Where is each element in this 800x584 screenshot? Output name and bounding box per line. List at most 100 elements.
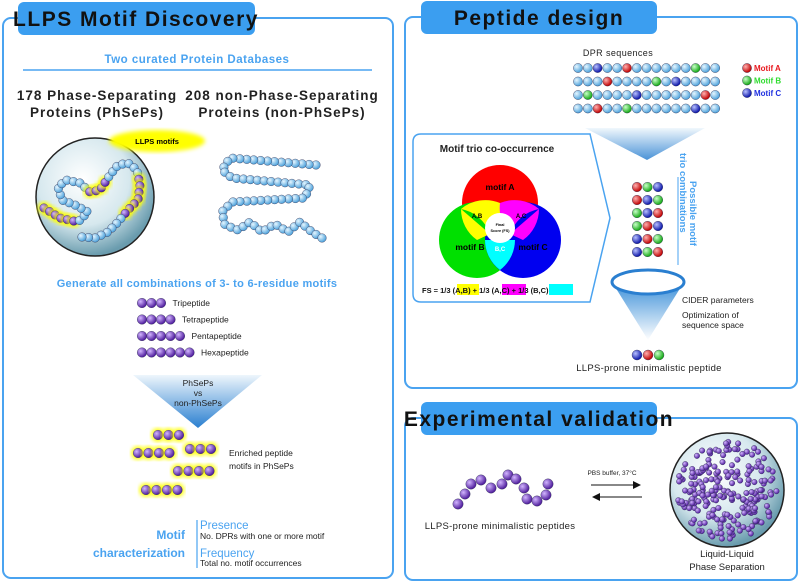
dpr-bead [651,90,662,100]
droplet-bead [720,452,727,459]
dpr-bead [661,63,672,73]
droplet-bead [739,504,746,511]
cooccurrence-title: Motif trio co-occurrence [440,144,555,155]
droplet-bead [717,492,724,499]
trio-bead [632,181,643,192]
dpr-bead [700,90,711,100]
dpr-bead [700,76,711,87]
dpr-funnel [585,128,705,160]
dpr-bead [592,90,603,100]
trio-bead [632,233,643,244]
droplet-bead [702,502,709,509]
droplet-bead [722,440,729,447]
dpr-bead [602,63,613,73]
droplet-bead [715,505,722,512]
comparison-line-1: PhSePs [183,378,214,388]
dpr-bead [681,63,691,73]
dpr-bead [583,90,593,100]
legend-dot [742,75,752,86]
trio-label: Possible motif trio combinations [677,153,698,247]
dpr-bead [710,63,721,73]
dpr-bead [622,90,632,100]
dpr-bead [573,90,583,100]
droplet-bead [702,477,709,484]
droplet-bead [747,495,754,502]
droplet-bead [682,487,689,494]
dpr-bead [622,63,632,73]
motif-bead [146,331,157,342]
droplet-peptides [675,438,780,542]
nonphseps-label-1: 208 non-Phase-Separating [185,88,379,103]
dpr-bead [612,63,623,73]
enriched-bead [163,430,174,441]
droplet-bead [745,476,752,483]
droplet-bead [714,516,721,523]
dpr-bead [583,76,593,87]
motif-bead [155,347,166,358]
dpr-bead [671,90,681,100]
droplet-bead [709,533,716,540]
cider-label: CIDER parameters [682,295,754,305]
dpr-bead [690,90,701,100]
dpr-bead [651,63,662,73]
dpr-bead [690,63,701,73]
droplet-bead [752,518,759,525]
droplet-bead [737,477,744,484]
dpr-bead [700,103,711,114]
motif-legend: Motif A Motif B Motif C [742,63,781,98]
droplet-bead [718,535,725,542]
dpr-bead [573,76,583,87]
llps-motifs-label: LLPS motifs [135,137,179,146]
legend-label: Motif C [754,89,781,98]
dpr-bead [583,63,593,73]
droplet-bead [693,452,700,459]
final-peptide-bead [631,349,643,361]
droplet-bead [717,524,724,531]
droplet-bead [702,463,709,470]
dpr-bead [690,103,701,114]
trio-bead [642,220,653,231]
dpr-bead [592,103,603,114]
venn-label-c: motif C [518,242,547,252]
motif-bead [136,347,147,358]
droplet-bead [726,535,733,542]
droplet-bead [754,448,761,455]
motif-bead [136,331,147,342]
condition-label: PBS buffer, 37°C [587,469,636,477]
dpr-bead [602,103,613,114]
optimization-label-1: Optimization of [682,310,739,320]
droplet-bead [686,505,693,512]
dpr-bead [632,90,642,100]
droplet-bead [745,526,752,533]
droplet-bead [757,487,764,494]
dpr-label: DPR sequences [583,48,653,58]
motif-length-label: Tetrapeptide [182,315,229,325]
trio-bead [653,246,664,257]
dpr-bead [651,76,662,87]
droplet-bead [719,516,726,523]
trio-bead [642,194,653,205]
dpr-bead [602,76,613,87]
droplet-bead [699,492,706,499]
enriched-bead [161,485,172,496]
venn-center-1: Final [496,223,505,227]
motif-bead [155,314,166,325]
droplet-bead [727,491,734,498]
droplet-bead [751,445,758,452]
final-peptide-bead [653,349,665,361]
motif-length-label: Tripeptide [173,298,211,308]
peptide-bead [475,474,487,486]
droplet-bead [765,466,772,473]
droplet-bead [713,497,720,504]
dpr-bead [632,103,642,114]
dpr-bead [612,90,623,100]
legend-dot [742,63,752,73]
peptide-chain [452,469,554,510]
droplet-bead [725,523,732,530]
motif-length-label: Pentapeptide [192,331,242,341]
droplet-bead [765,508,772,515]
discovery-title: LLPS Motif Discovery [13,8,259,31]
dpr-bead [661,90,672,100]
design-title-tab [421,1,657,34]
